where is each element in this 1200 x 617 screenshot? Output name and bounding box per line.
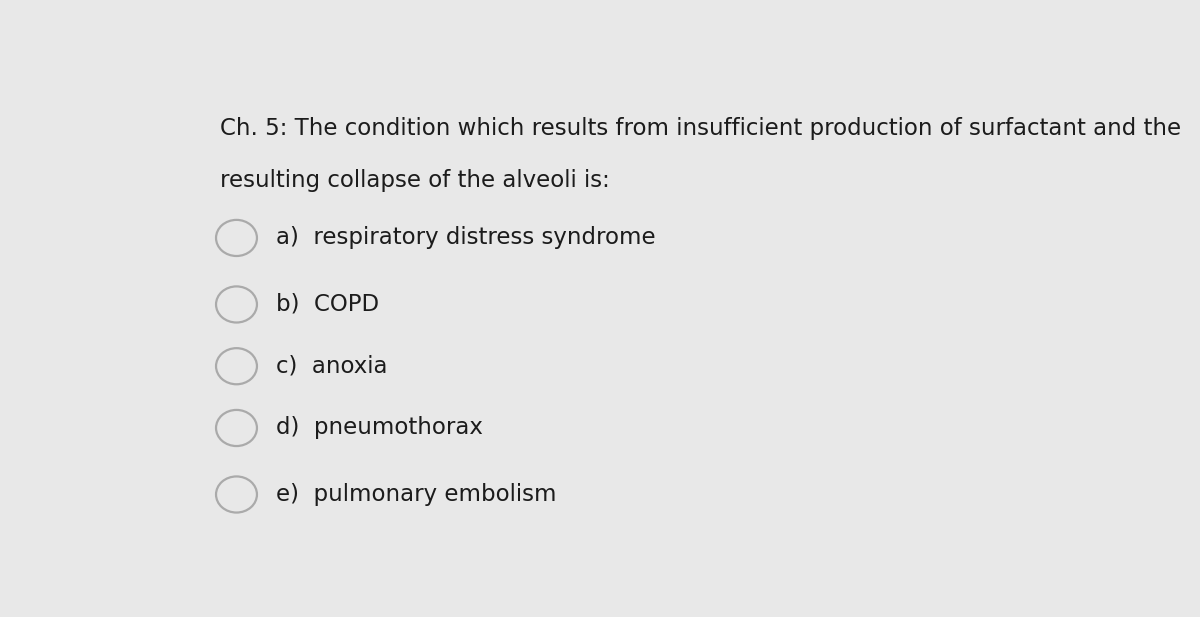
- Text: e)  pulmonary embolism: e) pulmonary embolism: [276, 483, 556, 506]
- Text: resulting collapse of the alveoli is:: resulting collapse of the alveoli is:: [220, 169, 610, 192]
- Text: a)  respiratory distress syndrome: a) respiratory distress syndrome: [276, 226, 655, 249]
- Text: d)  pneumothorax: d) pneumothorax: [276, 416, 482, 439]
- Text: c)  anoxia: c) anoxia: [276, 355, 388, 378]
- Text: Ch. 5: The condition which results from insufficient production of surfactant an: Ch. 5: The condition which results from …: [220, 117, 1181, 140]
- Text: b)  COPD: b) COPD: [276, 293, 379, 316]
